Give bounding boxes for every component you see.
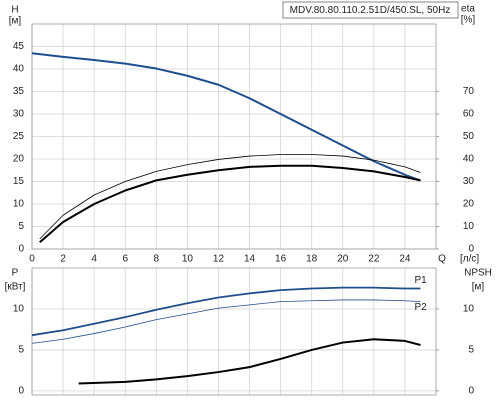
y2-tick-label: 10 — [463, 221, 475, 232]
x-tick-label: 14 — [244, 254, 256, 265]
y-tick-label: 20 — [13, 154, 25, 165]
y-tick-label: 40 — [13, 64, 25, 75]
y-unit: [м] — [9, 16, 22, 27]
series-label: P1 — [414, 275, 427, 286]
series-label: P2 — [414, 302, 427, 313]
x-tick-label: 22 — [368, 254, 380, 265]
x-tick-label: 8 — [154, 254, 160, 265]
x-tick-label: 0 — [29, 254, 35, 265]
y-tick-label: 45 — [13, 41, 25, 52]
plot-frame — [31, 267, 437, 396]
plot-frame — [31, 23, 437, 250]
y2-unit: [%] — [461, 15, 476, 26]
x-tick-label: 18 — [306, 254, 318, 265]
y-tick-label: 10 — [13, 304, 25, 315]
y-tick-label: 15 — [13, 176, 25, 187]
y-tick-label: 30 — [13, 109, 25, 120]
y2-label: NPSH — [464, 268, 492, 279]
curve — [78, 338, 421, 385]
x-tick-label: 2 — [60, 254, 66, 265]
y2-label: eta — [461, 4, 475, 15]
curve — [31, 52, 421, 182]
curve — [39, 164, 421, 244]
y2-tick-label: 10 — [463, 304, 475, 315]
curve — [31, 299, 421, 344]
y-label: H — [11, 5, 18, 16]
title-box — [282, 1, 459, 19]
y-tick-label: 10 — [13, 199, 25, 210]
x-tick-label: 20 — [337, 254, 349, 265]
y2-tick-label: 70 — [463, 86, 475, 97]
curve — [31, 286, 421, 337]
x-unit: [л/с] — [460, 254, 479, 265]
y-label: P — [12, 268, 19, 279]
x-tick-label: 24 — [399, 254, 411, 265]
y2-tick-label: 20 — [463, 199, 475, 210]
y2-tick-label: 0 — [468, 386, 474, 397]
y2-tick-label: 60 — [463, 109, 475, 120]
x-tick-label: 12 — [213, 254, 225, 265]
y-tick-label: 5 — [18, 345, 24, 356]
y2-tick-label: 40 — [463, 154, 475, 165]
x-tick-label: 6 — [122, 254, 128, 265]
y-tick-label: 0 — [18, 244, 24, 255]
y-tick-label: 25 — [13, 131, 25, 142]
y2-unit: [м] — [472, 282, 485, 293]
x-tick-label: 4 — [91, 254, 97, 265]
y2-tick-label: 30 — [463, 176, 475, 187]
y2-tick-label: 5 — [468, 345, 474, 356]
y-tick-label: 0 — [18, 386, 24, 397]
x-tick-label: 16 — [275, 254, 287, 265]
x-tick-label: 10 — [182, 254, 194, 265]
y-unit: [кВт] — [5, 282, 26, 293]
y-tick-label: 5 — [18, 221, 24, 232]
x-label: Q — [438, 254, 446, 265]
chart-title: MDV.80.80.110.2.51D/450.SL, 50Hz — [290, 5, 451, 16]
y2-tick-label: 50 — [463, 131, 475, 142]
y2-tick-label: 0 — [468, 244, 474, 255]
curve — [39, 154, 421, 240]
y-tick-label: 35 — [13, 86, 25, 97]
